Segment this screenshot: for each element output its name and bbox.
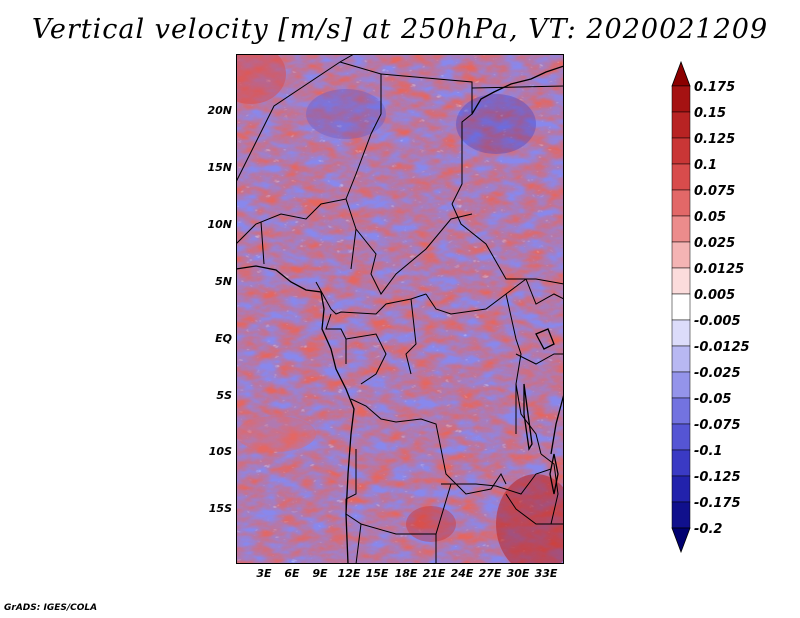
lat-label-eq: EQ xyxy=(215,332,232,345)
colorbar-label-n0025: -0.025 xyxy=(694,366,741,381)
border-cameroon-car xyxy=(315,281,427,315)
colorbar-segment xyxy=(671,189,691,217)
lon-label-18e: 18E xyxy=(394,567,418,580)
lat-label-10s: 10S xyxy=(208,445,232,458)
colorbar-label-n0125: -0.125 xyxy=(694,470,741,485)
colorbar-label-n01: -0.1 xyxy=(694,444,723,459)
coastlines xyxy=(236,65,564,564)
lon-label-6e: 6E xyxy=(284,567,300,580)
lon-label-9e: 9E xyxy=(312,567,328,580)
colorbar-label-005: 0.05 xyxy=(694,210,727,225)
border-malawi xyxy=(540,453,559,525)
colorbar-label-n0005: -0.005 xyxy=(694,314,741,329)
colorbar-segment xyxy=(671,215,691,243)
colorbar-segment xyxy=(671,319,691,347)
lon-label-30e: 30E xyxy=(506,567,530,580)
colorbar-label-0025: 0.025 xyxy=(694,236,736,251)
border-kenya xyxy=(525,278,564,305)
lat-label-15n: 15N xyxy=(207,161,232,174)
colorbar-segment xyxy=(671,371,691,399)
border-tanzania-north xyxy=(515,353,564,365)
colorbar-segment xyxy=(671,111,691,139)
border-zambia-zimbabwe xyxy=(505,493,564,525)
colorbar xyxy=(671,60,691,554)
region-ne-low xyxy=(456,94,536,154)
border-nigeria-niger xyxy=(236,198,347,245)
colorbar-label-n00125: -0.0125 xyxy=(694,340,750,355)
velocity-map xyxy=(236,54,564,564)
coast-north xyxy=(471,65,564,115)
colorbar-top-arrow xyxy=(671,60,691,87)
colorbar-label-00125: 0.0125 xyxy=(694,262,745,277)
border-benin xyxy=(260,221,265,265)
lat-label-5n: 5N xyxy=(215,275,232,288)
colorbar-label-0125: 0.125 xyxy=(694,132,736,147)
colorbar-segment xyxy=(671,345,691,373)
border-egypt-sudan xyxy=(471,85,564,89)
region-w-high xyxy=(236,416,316,452)
lon-label-33e: 33E xyxy=(534,567,558,580)
border-drc-uganda xyxy=(505,293,522,434)
border-car-drc xyxy=(425,278,527,315)
colorbar-label-n0175: -0.175 xyxy=(694,496,741,511)
lake-victoria xyxy=(535,328,555,350)
map-title: Vertical velocity [m/s] at 250hPa, VT: 2… xyxy=(31,14,769,45)
lon-label-3e: 3E xyxy=(256,567,272,580)
colorbar-segment xyxy=(671,241,691,269)
border-angola-drc xyxy=(350,398,507,495)
border-car-north xyxy=(355,213,473,295)
colorbar-label-0175: 0.175 xyxy=(694,80,736,95)
coast-gulf-of-guinea xyxy=(236,265,355,564)
border-niger-chad xyxy=(339,61,382,270)
lat-label-5s: 5S xyxy=(216,389,232,402)
colorbar-segment xyxy=(671,85,691,113)
credit-text: GrADS: IGES/COLA xyxy=(4,603,98,613)
border-libya-algeria xyxy=(236,54,355,183)
colorbar-segment xyxy=(671,475,691,503)
colorbar-segment xyxy=(671,267,691,295)
lon-label-21e: 21E xyxy=(422,567,446,580)
lake-tanganyika xyxy=(523,383,533,451)
colorbar-label-n02: -0.2 xyxy=(694,522,723,537)
border-south-sudan-north xyxy=(451,203,564,285)
colorbar-label-0075: 0.075 xyxy=(694,184,736,199)
colorbar-segment xyxy=(671,293,691,321)
colorbar-segment xyxy=(671,449,691,477)
lat-label-10n: 10N xyxy=(207,218,232,231)
region-nw-high xyxy=(236,54,286,104)
colorbar-label-01: 0.1 xyxy=(694,158,718,173)
colorbar-segment xyxy=(671,423,691,451)
region-n-low xyxy=(306,89,386,139)
lon-label-27e: 27E xyxy=(478,567,502,580)
border-lake-tanganyika xyxy=(515,383,542,455)
map-frame xyxy=(236,54,564,564)
country-borders xyxy=(236,54,564,564)
lake-malawi xyxy=(549,453,559,495)
colorbar-label-n005: -0.05 xyxy=(694,392,732,407)
colorbar-label-0005: 0.005 xyxy=(694,288,736,303)
border-chad-libya-sudan xyxy=(380,73,473,205)
colorbar-segment xyxy=(671,501,691,529)
lon-label-12e: 12E xyxy=(337,567,361,580)
colorbar-label-015: 0.15 xyxy=(694,106,727,121)
map-canvas xyxy=(236,54,564,564)
lon-label-24e: 24E xyxy=(450,567,474,580)
colorbar-segment xyxy=(671,163,691,191)
border-congo-drc xyxy=(405,298,417,375)
border-congo xyxy=(345,333,387,385)
border-zambia-drc xyxy=(441,468,552,495)
region-s-high xyxy=(406,506,456,542)
border-angola-zambia xyxy=(360,483,452,535)
lon-label-15e: 15E xyxy=(365,567,389,580)
border-gabon xyxy=(325,313,347,364)
colorbar-bottom-arrow xyxy=(671,527,691,554)
lat-label-20n: 20N xyxy=(207,104,232,117)
lat-label-15s: 15S xyxy=(208,502,232,515)
colorbar-segment xyxy=(671,137,691,165)
colorbar-label-n0075: -0.075 xyxy=(694,418,741,433)
coast-east xyxy=(550,393,564,455)
colorbar-segment xyxy=(671,397,691,425)
